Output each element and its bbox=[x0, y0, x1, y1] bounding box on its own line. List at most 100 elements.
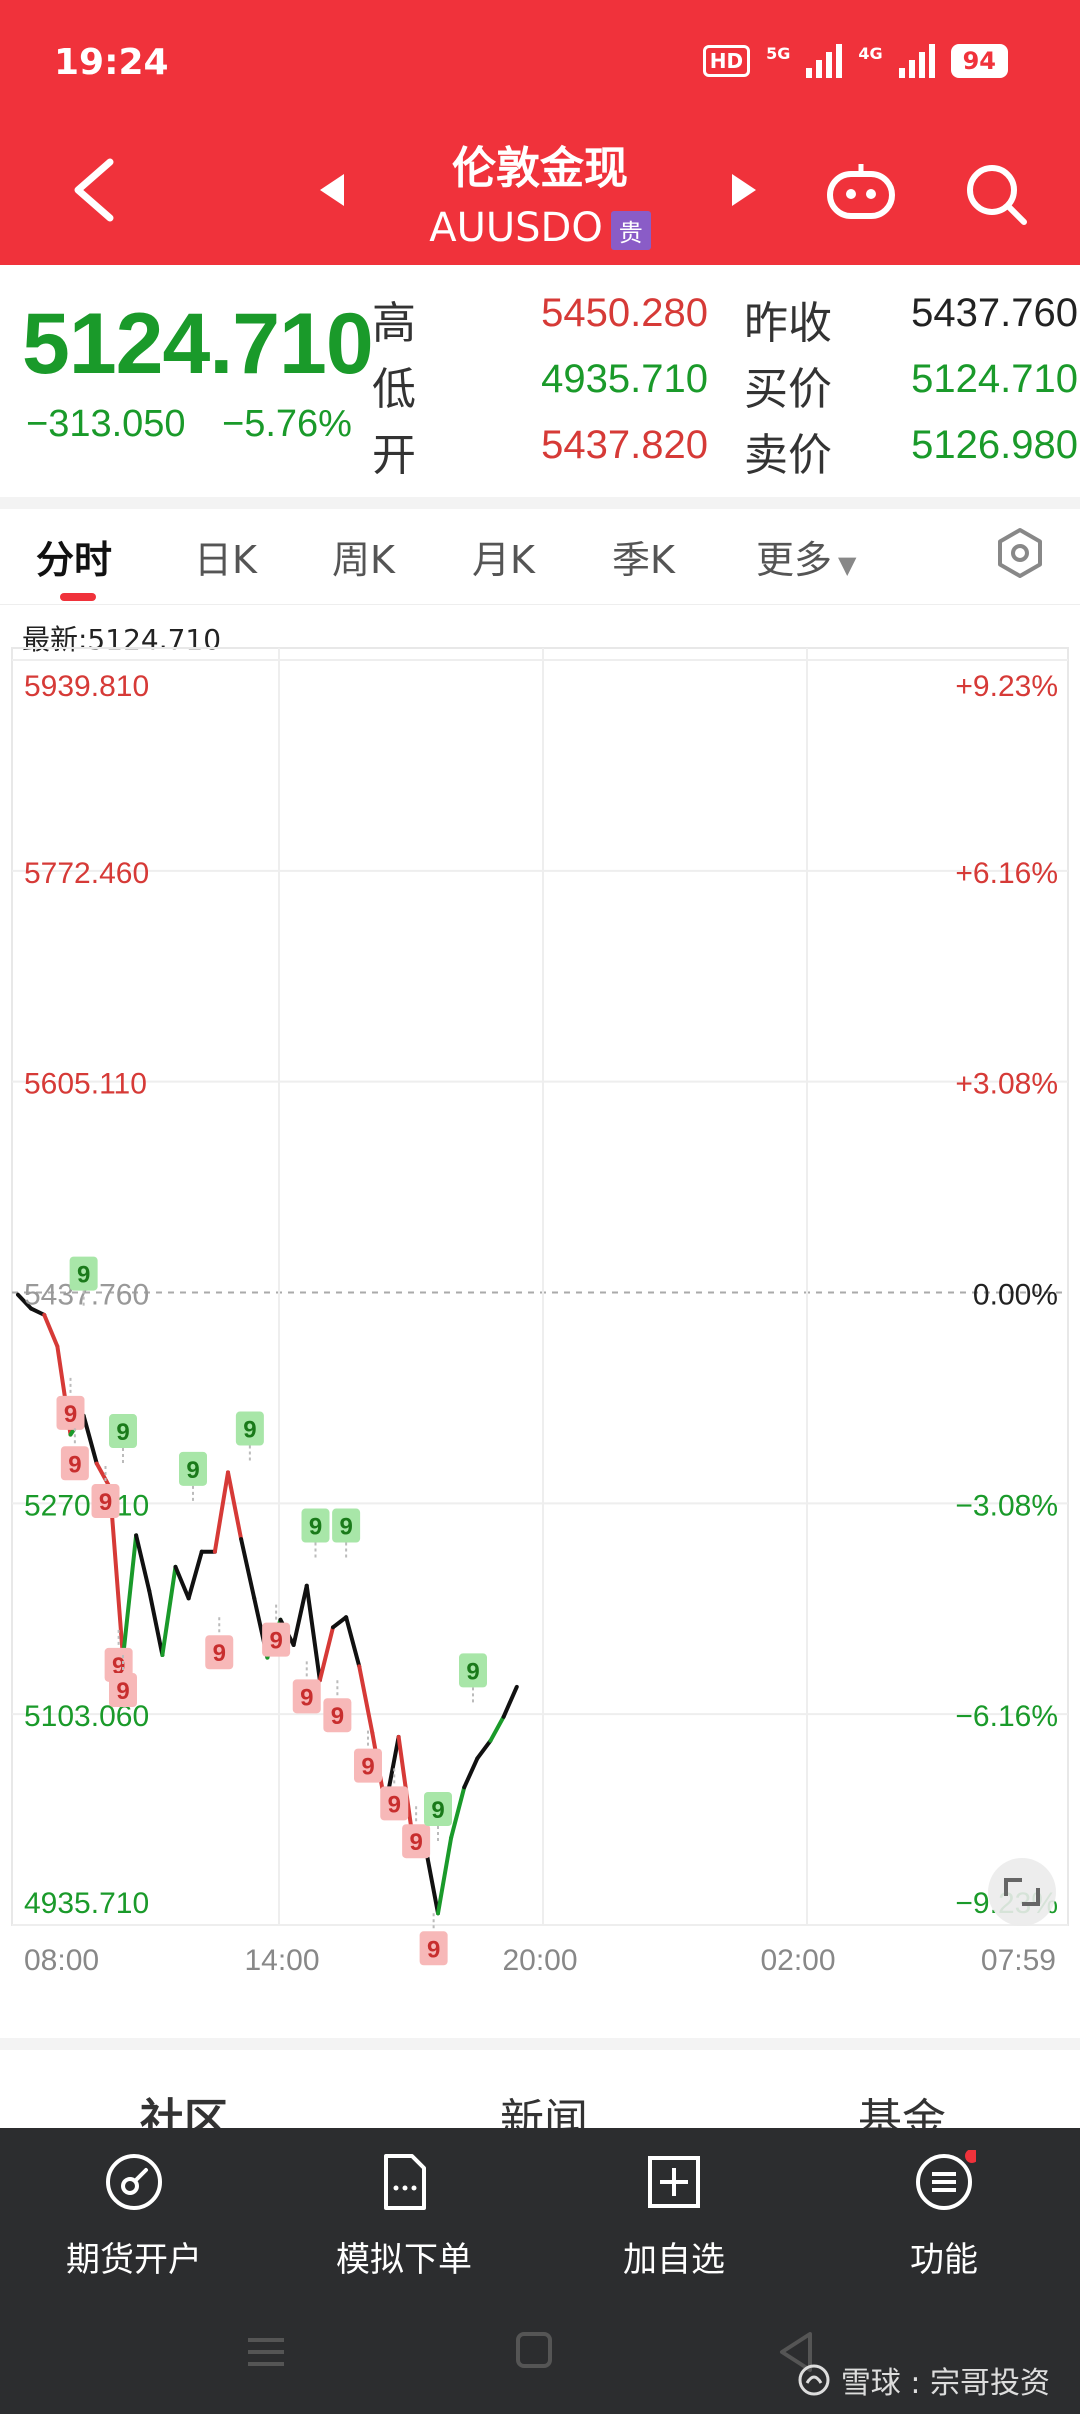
prev-close-value: 5437.760 bbox=[911, 291, 1078, 335]
low-value: 4935.710 bbox=[541, 357, 708, 401]
section-divider bbox=[0, 497, 1080, 509]
signal-label: 9 bbox=[116, 1419, 129, 1446]
tab-quarterly-k[interactable]: 季K bbox=[612, 538, 675, 582]
signal-sell-marker bbox=[262, 1622, 291, 1657]
signal-buy-marker bbox=[235, 1411, 264, 1446]
instrument-code-row: AUUSDO 贵 bbox=[0, 205, 1080, 251]
tab-news[interactable]: 新闻 bbox=[500, 2095, 588, 2130]
price-line-segment bbox=[304, 1583, 322, 1683]
price-line-segment bbox=[501, 1684, 519, 1719]
fullscreen-button[interactable] bbox=[988, 1858, 1056, 1926]
app-header: 19:24 HD 5G 4G 94 伦敦金现 AUUSDO 贵 bbox=[0, 0, 1080, 265]
signal-sell-marker bbox=[419, 1931, 448, 1966]
price-line-segment bbox=[357, 1664, 375, 1736]
functions-button[interactable]: 功能 bbox=[834, 2150, 1054, 2281]
robot-assistant-icon[interactable] bbox=[824, 160, 898, 224]
price-line-segment bbox=[239, 1537, 257, 1601]
section-divider-bottom bbox=[0, 2038, 1080, 2050]
signal-label: 9 bbox=[64, 1401, 77, 1428]
signal-sell-marker bbox=[205, 1635, 234, 1670]
price-line-segment bbox=[396, 1734, 414, 1834]
tab-intraday[interactable]: 分时 bbox=[36, 538, 113, 582]
quote-panel: 5124.710 −313.050 −5.76% 高 低 开 5450.280 … bbox=[0, 265, 1080, 497]
notification-dot-icon bbox=[965, 2150, 976, 2163]
signal-sell-marker bbox=[323, 1698, 352, 1733]
tab-weekly-k[interactable]: 周K bbox=[332, 538, 395, 582]
active-tab-indicator bbox=[60, 593, 96, 601]
home-icon[interactable] bbox=[516, 2332, 552, 2368]
simulated-order-button[interactable]: 模拟下单 bbox=[294, 2150, 514, 2281]
hd-badge: HD bbox=[702, 45, 751, 77]
price-line-segment bbox=[488, 1714, 506, 1743]
futures-account-button[interactable]: 期货开户 bbox=[24, 2150, 244, 2281]
y-axis-right-label: −6.16% bbox=[955, 1700, 1058, 1733]
price-line-segment bbox=[16, 1292, 34, 1311]
signal-label: 9 bbox=[427, 1936, 440, 1963]
x-axis-label: 08:00 bbox=[24, 1944, 99, 1977]
x-axis-label: 14:00 bbox=[244, 1944, 319, 1977]
y-axis-right-label: +3.08% bbox=[955, 1068, 1058, 1101]
price-change-percent: −5.76% bbox=[222, 403, 352, 445]
price-line-segment bbox=[291, 1583, 309, 1647]
price-line-segment bbox=[94, 1461, 112, 1490]
tab-more[interactable]: 更多 ▼ bbox=[756, 529, 856, 584]
ask-label: 卖价 bbox=[744, 430, 832, 481]
price-line-segment bbox=[173, 1564, 191, 1601]
signal-4g-icon bbox=[898, 44, 935, 78]
precious-metal-tag: 贵 bbox=[610, 210, 651, 250]
tab-community[interactable]: 社区 bbox=[140, 2095, 228, 2130]
signal-label: 9 bbox=[99, 1489, 112, 1516]
compass-icon bbox=[106, 2154, 162, 2210]
fullscreen-icon bbox=[1004, 1878, 1040, 1906]
intraday-chart[interactable]: 5939.810 +9.23% 5772.460 +6.16% 5605.110 +3.0… bbox=[0, 640, 1080, 1980]
y-axis-left-label: 5772.460 bbox=[24, 857, 149, 890]
y-axis-right-label: 0.00% bbox=[973, 1279, 1058, 1312]
signal-label: 9 bbox=[339, 1514, 352, 1541]
document-icon bbox=[384, 2154, 426, 2210]
signal-sell-marker bbox=[109, 1673, 137, 1708]
network-4g-label: 4G bbox=[858, 44, 883, 63]
signal-label: 9 bbox=[77, 1262, 90, 1289]
price-line-segment bbox=[81, 1413, 99, 1466]
price-change: −313.050 bbox=[26, 403, 186, 445]
price-line-segment bbox=[186, 1549, 204, 1601]
signal-buy-marker bbox=[69, 1256, 98, 1291]
y-axis-right-label: +6.16% bbox=[955, 857, 1058, 890]
y-axis-left-label: 5939.810 bbox=[24, 670, 149, 703]
prev-instrument-icon[interactable] bbox=[318, 172, 346, 208]
instrument-code: AUUSDO bbox=[429, 205, 603, 251]
price-line-segment bbox=[212, 1470, 230, 1554]
period-tabs: 分时 日K 周K 月K 季K 更多 ▼ bbox=[0, 509, 1080, 605]
y-axis-left-label: 5605.110 bbox=[24, 1068, 147, 1101]
signal-sell-marker bbox=[91, 1484, 120, 1519]
chart-settings-icon[interactable] bbox=[994, 527, 1046, 579]
recent-apps-icon[interactable] bbox=[248, 2338, 284, 2366]
add-watchlist-label: 加自选 bbox=[623, 2240, 725, 2280]
signal-label: 9 bbox=[466, 1658, 479, 1685]
tab-daily-k[interactable]: 日K bbox=[194, 538, 257, 582]
price-line-segment bbox=[462, 1756, 480, 1790]
snowball-logo-icon bbox=[798, 2364, 830, 2396]
price-line-segment bbox=[475, 1738, 493, 1761]
prev-close-label: 昨收 bbox=[744, 298, 832, 349]
y-axis-right-label: +9.23% bbox=[955, 670, 1058, 703]
signal-5g-icon bbox=[806, 44, 843, 78]
status-icons: HD 5G 4G 94 bbox=[702, 44, 1008, 78]
signal-sell-marker bbox=[56, 1395, 85, 1430]
y-axis-right-label: −3.08% bbox=[955, 1489, 1058, 1522]
back-nav-icon[interactable] bbox=[780, 2332, 812, 2372]
tab-monthly-k[interactable]: 月K bbox=[472, 538, 535, 582]
search-icon[interactable] bbox=[962, 160, 1032, 230]
next-instrument-icon[interactable] bbox=[730, 172, 758, 208]
futures-account-label: 期货开户 bbox=[66, 2240, 202, 2280]
y-axis-left-label: 4935.710 bbox=[24, 1887, 149, 1920]
tab-fund[interactable]: 基金 bbox=[858, 2095, 946, 2130]
back-arrow-icon[interactable] bbox=[60, 150, 130, 230]
menu-circle-icon bbox=[916, 2150, 976, 2210]
signal-sell-marker bbox=[380, 1786, 409, 1821]
price-line-segment bbox=[436, 1835, 454, 1916]
signal-label: 9 bbox=[309, 1514, 322, 1541]
add-watchlist-button[interactable]: 加自选 bbox=[564, 2150, 784, 2281]
watermark-text: 雪球 : 宗哥投资 bbox=[840, 2366, 1050, 2401]
latest-price-readout: 最新:5124.710 bbox=[22, 623, 222, 656]
